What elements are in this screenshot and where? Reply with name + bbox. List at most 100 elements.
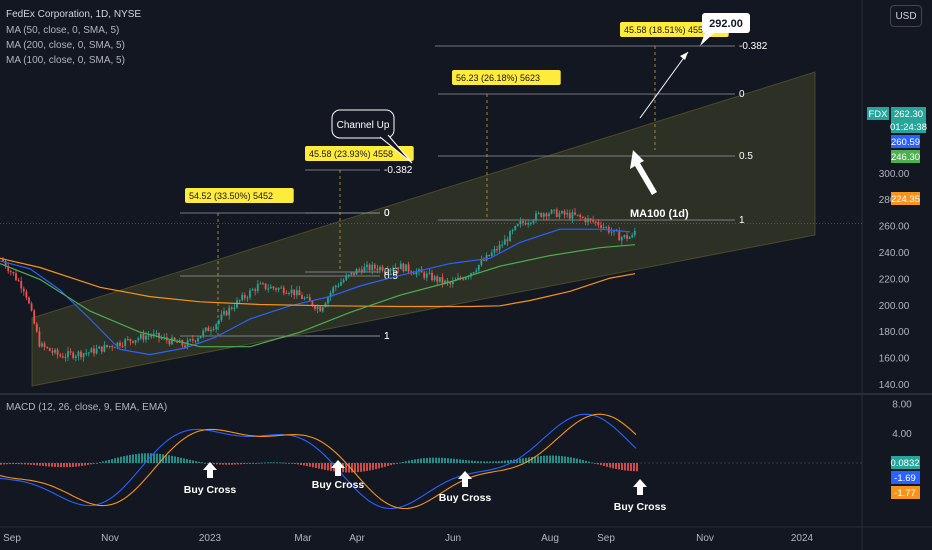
macd-histogram-bar: [48, 463, 50, 467]
candle-body: [628, 237, 631, 239]
candle-body: [74, 356, 77, 358]
candle-body: [522, 221, 524, 223]
time-axis-label: Apr: [349, 533, 365, 544]
macd-histogram-bar: [372, 463, 374, 470]
candle-body: [184, 345, 186, 348]
candle-body: [225, 311, 228, 316]
macd-histogram-bar: [468, 460, 470, 463]
macd-histogram-bar: [405, 461, 407, 463]
macd-histogram-bar: [204, 462, 206, 464]
candle-body: [132, 341, 134, 343]
candle-body: [633, 230, 636, 236]
candle-body: [438, 277, 441, 282]
candle-body: [509, 231, 511, 242]
candle-body: [626, 235, 628, 239]
candle-body: [137, 338, 140, 341]
macd-histogram-bar: [84, 463, 86, 466]
macd-histogram-bar: [207, 463, 209, 464]
macd-histogram-bar: [213, 463, 215, 465]
buy-cross-arrow: [458, 471, 472, 487]
candle-body: [223, 311, 225, 315]
candle-body: [259, 283, 262, 285]
range-label-text: 45.58 (18.51%) 4558: [624, 25, 708, 35]
macd-histogram-bar: [612, 463, 614, 469]
macd-histogram-bar: [54, 463, 56, 467]
candle-body: [17, 280, 20, 282]
candle-body: [571, 212, 574, 219]
candle-body: [631, 235, 634, 238]
candle-body: [87, 352, 90, 354]
macd-axis-tick: 8.00: [892, 400, 912, 411]
chart-title: FedEx Corporation, 1D, NYSE: [6, 9, 142, 20]
macd-histogram-bar: [216, 463, 218, 465]
candle-body: [618, 231, 621, 241]
macd-histogram-bar: [42, 463, 44, 466]
candle-body: [498, 244, 501, 251]
currency-button[interactable]: USD: [890, 5, 922, 27]
macd-histogram-bar: [96, 462, 98, 464]
macd-histogram-bar: [189, 459, 191, 463]
macd-histogram-bar: [252, 463, 254, 464]
candle-body: [280, 287, 283, 289]
candle-body: [293, 289, 296, 296]
macd-axis-tick: 4.00: [892, 429, 912, 440]
candle-body: [581, 217, 584, 219]
candles-group: [2, 207, 636, 362]
candle-body: [394, 267, 397, 269]
macd-histogram-bar: [330, 463, 332, 471]
price-axis-tick: 180.00: [879, 327, 910, 338]
macd-histogram-bar: [165, 454, 167, 463]
last-price-label-bg: [891, 107, 926, 120]
time-axis-label: Aug: [541, 533, 559, 544]
macd-histogram-bar: [69, 463, 71, 468]
candle-body: [399, 263, 402, 270]
macd-histogram-bar: [477, 461, 479, 463]
macd-histogram-bar: [303, 463, 305, 466]
fib-level-label: 1: [384, 331, 390, 342]
macd-histogram-bar: [552, 455, 554, 463]
macd-histogram-bar: [393, 463, 395, 465]
candle-body: [433, 276, 436, 281]
candle-body: [548, 213, 550, 217]
candle-body: [142, 334, 145, 340]
buy-cross-label: Buy Cross: [439, 492, 492, 504]
target-price-text: 292.00: [709, 18, 743, 30]
ma100-price-label-bg: [891, 192, 920, 205]
candle-body: [415, 271, 418, 275]
candle-body: [103, 344, 106, 352]
macd-histogram-bar: [312, 463, 314, 468]
candle-body: [204, 327, 207, 331]
range-label-text: 54.52 (33.50%) 5452: [189, 191, 273, 201]
macd-histogram-bar: [63, 463, 65, 468]
last-price-label: 262.30: [894, 109, 923, 120]
candle-body: [61, 356, 64, 358]
time-axis-label: 2024: [791, 533, 814, 544]
candle-body: [389, 268, 392, 271]
macd-histogram-bar: [462, 459, 464, 463]
candle-body: [550, 209, 553, 214]
candle-body: [254, 289, 257, 292]
macd-histogram-bar: [198, 461, 200, 463]
candle-body: [2, 259, 4, 261]
countdown-label-bg: [891, 120, 926, 133]
macd-histogram-bar: [225, 463, 227, 465]
candle-body: [407, 264, 410, 272]
candle-body: [488, 254, 491, 257]
candle-body: [376, 268, 379, 271]
candle-body: [168, 340, 171, 345]
macd-histogram-bar: [435, 457, 437, 463]
candle-body: [397, 267, 400, 270]
candle-body: [262, 283, 264, 285]
macd-histogram-bar: [402, 461, 404, 463]
candle-body: [594, 221, 597, 223]
macd-histogram-bar: [600, 463, 602, 466]
candle-body: [246, 297, 249, 299]
candle-body: [444, 280, 446, 284]
candle-body: [350, 272, 353, 275]
candle-body: [355, 269, 358, 275]
candle-body: [269, 286, 272, 289]
candle-body: [480, 260, 483, 265]
candle-body: [319, 306, 322, 312]
candle-body: [251, 289, 254, 291]
